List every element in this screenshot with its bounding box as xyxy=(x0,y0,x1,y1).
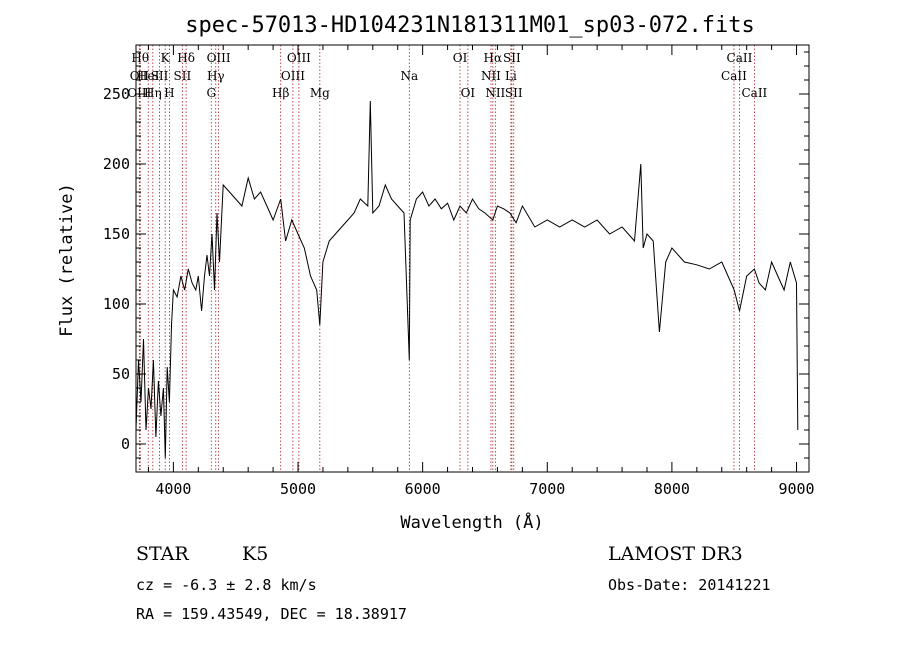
y-tick-label: 100 xyxy=(103,295,130,313)
line-label: OII xyxy=(130,69,150,83)
line-label: OIII xyxy=(287,51,311,65)
line-label: H xyxy=(164,86,174,100)
x-axis-title: Wavelength (Å) xyxy=(400,511,543,533)
line-label: SII xyxy=(503,51,521,65)
line-label: CaII xyxy=(721,69,747,83)
line-label: CaII xyxy=(727,51,753,65)
line-label: Li xyxy=(505,69,517,83)
y-axis: 0 50 100 150 200 250 xyxy=(103,51,809,459)
line-label: K xyxy=(161,51,171,65)
x-axis: 4000 5000 6000 7000 8000 9000 xyxy=(147,45,815,498)
line-label: OI xyxy=(461,86,476,100)
line-label: Hδ xyxy=(177,51,195,65)
line-label: SII xyxy=(151,69,169,83)
emission-line-markers xyxy=(138,45,755,472)
survey-name: LAMOST DR3 xyxy=(608,543,743,565)
y-tick-label: 250 xyxy=(103,85,130,103)
y-tick-label: 150 xyxy=(103,225,130,243)
line-label: G xyxy=(206,86,216,100)
spectrum-line xyxy=(135,100,799,459)
line-label: NII xyxy=(481,69,501,83)
line-label: CaII xyxy=(741,86,767,100)
line-label: NII xyxy=(485,86,505,100)
redshift-readout: cz = -6.3 ± 2.8 km/s xyxy=(136,576,317,594)
y-tick-label: 200 xyxy=(103,155,130,173)
chart-title: spec-57013-HD104231N181311M01_sp03-072.f… xyxy=(185,13,755,38)
line-label: SII xyxy=(505,86,523,100)
x-tick-label: 4000 xyxy=(155,480,191,498)
x-tick-label: 5000 xyxy=(280,480,316,498)
line-label: Mg xyxy=(310,86,330,100)
line-label: Hθ xyxy=(131,51,149,65)
line-label: OIII xyxy=(127,86,151,100)
line-label: HeI xyxy=(137,69,160,83)
line-label: OIII xyxy=(281,69,305,83)
line-label: Na xyxy=(400,69,418,83)
coordinates-readout: RA = 159.43549, DEC = 18.38917 xyxy=(136,605,407,623)
x-tick-label: 9000 xyxy=(778,480,814,498)
line-label: Hη xyxy=(144,86,162,100)
object-class: STAR xyxy=(136,543,189,565)
x-tick-label: 8000 xyxy=(654,480,690,498)
y-tick-label: 50 xyxy=(112,365,130,383)
x-tick-label: 7000 xyxy=(529,480,565,498)
y-tick-label: 0 xyxy=(121,435,130,453)
plot-frame xyxy=(135,44,810,473)
line-label: OI xyxy=(453,51,468,65)
line-label: Hβ xyxy=(272,86,289,100)
line-label: Hα xyxy=(484,51,503,65)
line-label: Hγ xyxy=(207,69,225,83)
x-tick-label: 6000 xyxy=(405,480,441,498)
object-subclass: K5 xyxy=(242,543,268,565)
y-axis-title: Flux (relative) xyxy=(57,183,77,337)
observation-date: Obs-Date: 20141221 xyxy=(608,576,771,594)
line-label: OIII xyxy=(207,51,231,65)
line-label: SII xyxy=(174,69,192,83)
